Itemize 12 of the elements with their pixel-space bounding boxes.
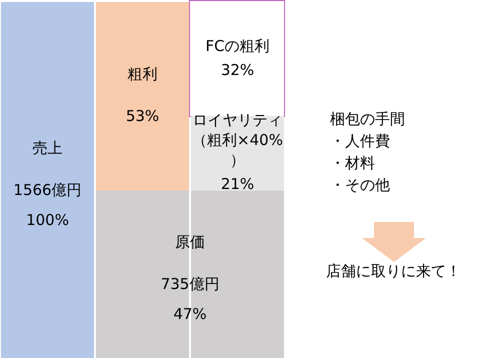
series-label: 粗利 (128, 65, 158, 84)
data-label: 53% (126, 107, 160, 126)
text: 店舗に取りに来て！ (326, 262, 461, 281)
text: 梱包の手間・人件費・材料・その他 (330, 109, 405, 196)
data-label: 21% (220, 175, 254, 194)
data-label: 32% (220, 60, 254, 79)
series-label: ロイヤリティ（粗利×40%） (192, 111, 283, 170)
data-label: 735億円 47% (160, 275, 220, 324)
data-label: 1566億円 100% (13, 180, 82, 229)
series-label: FCの粗利 (205, 36, 270, 55)
series-label: 売上 (32, 138, 62, 157)
series-label: 原価 (175, 233, 205, 252)
